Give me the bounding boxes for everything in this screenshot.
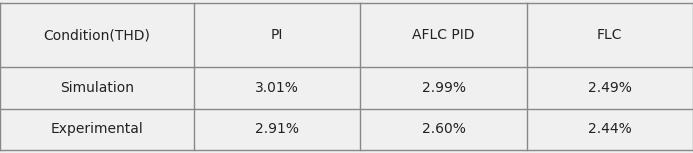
Text: PI: PI: [271, 28, 283, 42]
Text: 2.99%: 2.99%: [421, 81, 466, 95]
Text: 2.44%: 2.44%: [588, 122, 632, 136]
Text: FLC: FLC: [597, 28, 622, 42]
Text: Experimental: Experimental: [51, 122, 143, 136]
Text: 2.49%: 2.49%: [588, 81, 632, 95]
Text: AFLC PID: AFLC PID: [412, 28, 475, 42]
Text: 3.01%: 3.01%: [255, 81, 299, 95]
Text: 2.60%: 2.60%: [421, 122, 466, 136]
Text: 2.91%: 2.91%: [255, 122, 299, 136]
Text: Simulation: Simulation: [60, 81, 134, 95]
Text: Condition(THD): Condition(THD): [44, 28, 150, 42]
